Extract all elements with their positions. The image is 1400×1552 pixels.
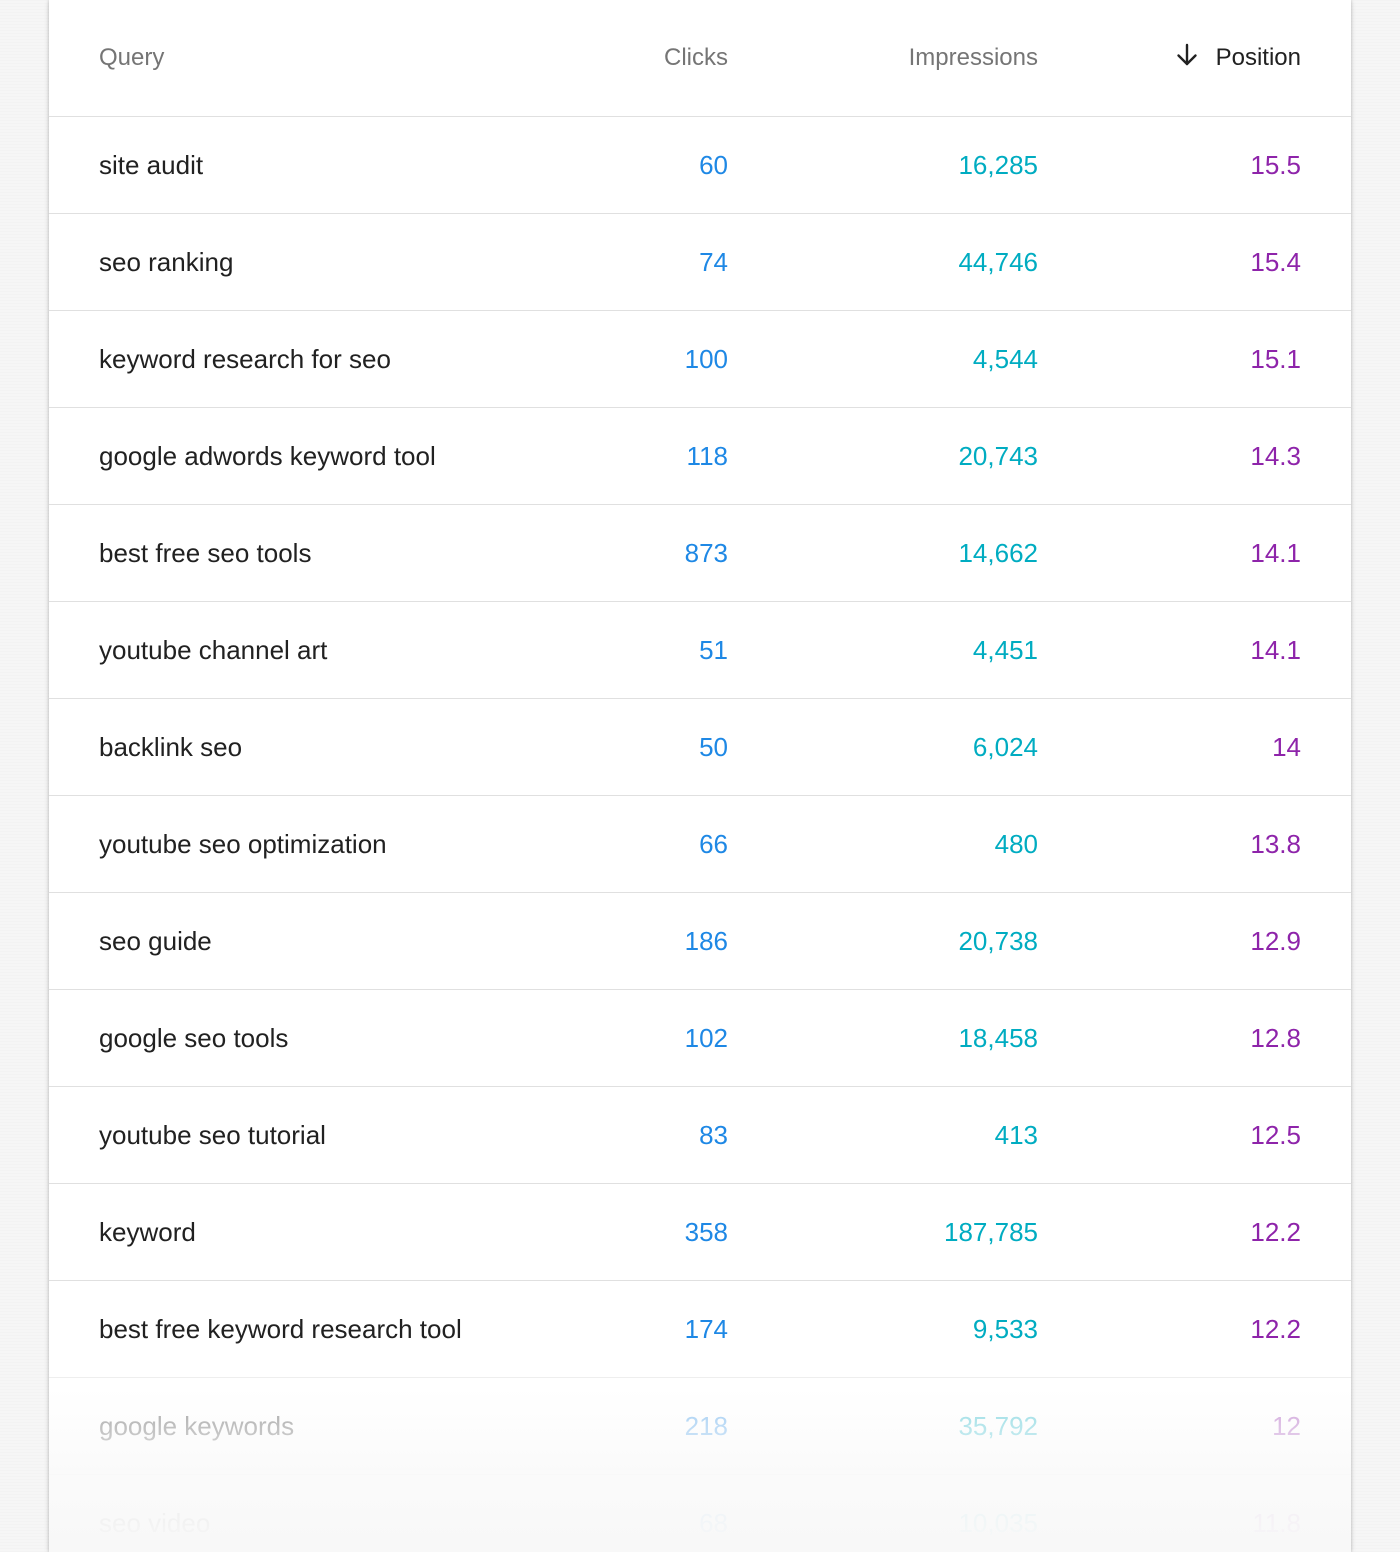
table-row[interactable]: youtube seo optimization 66 480 13.8 — [49, 796, 1351, 893]
position-cell: 14.1 — [1250, 537, 1301, 568]
table-row[interactable]: backlink seo 50 6,024 14 — [49, 699, 1351, 796]
column-header-impressions[interactable]: Impressions — [908, 44, 1038, 71]
query-cell: keyword — [99, 1216, 196, 1247]
clicks-cell: 50 — [699, 731, 728, 762]
position-cell: 14 — [1272, 731, 1301, 762]
query-cell: seo ranking — [99, 246, 234, 277]
impressions-cell: 10,035 — [958, 1507, 1038, 1538]
table-row[interactable]: seo ranking 74 44,746 15.4 — [49, 214, 1351, 311]
clicks-cell: 51 — [699, 634, 728, 665]
query-cell: google adwords keyword tool — [99, 440, 436, 471]
clicks-cell: 873 — [684, 537, 728, 568]
query-cell: site audit — [99, 149, 204, 180]
clicks-cell: 218 — [684, 1410, 728, 1441]
query-cell: google keywords — [99, 1410, 295, 1441]
query-cell: youtube channel art — [99, 634, 328, 665]
position-cell: 12.2 — [1250, 1313, 1301, 1344]
position-cell: 14.3 — [1250, 440, 1301, 471]
impressions-cell: 16,285 — [958, 149, 1038, 180]
table-row[interactable]: site audit 60 16,285 15.5 — [49, 117, 1351, 214]
table-row[interactable]: seo guide 186 20,738 12.9 — [49, 893, 1351, 990]
impressions-cell: 413 — [994, 1119, 1038, 1150]
position-cell: 12 — [1272, 1410, 1301, 1441]
table-row[interactable]: best free seo tools 873 14,662 14.1 — [49, 505, 1351, 602]
position-cell: 15.4 — [1250, 246, 1301, 277]
query-cell: seo video — [99, 1507, 211, 1538]
table-row[interactable]: youtube seo tutorial 83 413 12.5 — [49, 1087, 1351, 1184]
clicks-cell: 83 — [699, 1119, 728, 1150]
query-cell: google seo tools — [99, 1022, 289, 1053]
clicks-cell: 66 — [699, 828, 728, 859]
table-row[interactable]: keyword 358 187,785 12.2 — [49, 1184, 1351, 1281]
impressions-cell: 187,785 — [944, 1216, 1038, 1247]
impressions-cell: 35,792 — [958, 1410, 1038, 1441]
column-header-clicks[interactable]: Clicks — [664, 44, 728, 71]
clicks-cell: 100 — [684, 343, 728, 374]
table-row[interactable]: google seo tools 102 18,458 12.8 — [49, 990, 1351, 1087]
query-cell: keyword research for seo — [99, 343, 391, 374]
table-header: Query Clicks Impressions Position — [49, 0, 1351, 117]
table-row[interactable]: youtube channel art 51 4,451 14.1 — [49, 602, 1351, 699]
column-header-position-label: Position — [1215, 44, 1301, 71]
position-cell: 13.8 — [1250, 828, 1301, 859]
impressions-cell: 9,533 — [972, 1313, 1038, 1344]
position-cell: 15.5 — [1250, 149, 1301, 180]
impressions-cell: 4,451 — [972, 634, 1038, 665]
arrow-down-icon — [1174, 42, 1200, 68]
table-row[interactable]: seo video 68 10,035 11.8 — [49, 1475, 1351, 1552]
column-header-position[interactable]: Position — [1174, 0, 1301, 116]
table-row[interactable]: google keywords 218 35,792 12 — [49, 1378, 1351, 1475]
table-row[interactable]: best free keyword research tool 174 9,533 1… — [49, 1281, 1351, 1378]
query-cell: backlink seo — [99, 731, 243, 762]
column-header-query[interactable]: Query — [99, 44, 165, 71]
queries-table: Query Clicks Impressions Position site a… — [49, 0, 1351, 1552]
query-cell: best free keyword research tool — [99, 1313, 462, 1344]
clicks-cell: 68 — [699, 1507, 728, 1538]
position-cell: 12.2 — [1250, 1216, 1301, 1247]
query-cell: best free seo tools — [99, 537, 312, 568]
clicks-cell: 186 — [684, 925, 728, 956]
impressions-cell: 20,738 — [958, 925, 1038, 956]
table-row[interactable]: keyword research for seo 100 4,544 15.1 — [49, 311, 1351, 408]
impressions-cell: 6,024 — [972, 731, 1038, 762]
impressions-cell: 18,458 — [958, 1022, 1038, 1053]
position-cell: 12.9 — [1250, 925, 1301, 956]
position-cell: 11.8 — [1252, 1507, 1301, 1538]
impressions-cell: 44,746 — [958, 246, 1038, 277]
position-cell: 12.5 — [1250, 1119, 1301, 1150]
clicks-cell: 118 — [686, 440, 728, 471]
position-cell: 14.1 — [1250, 634, 1301, 665]
clicks-cell: 60 — [699, 149, 728, 180]
impressions-cell: 4,544 — [972, 343, 1038, 374]
position-cell: 15.1 — [1250, 343, 1301, 374]
impressions-cell: 14,662 — [958, 537, 1038, 568]
position-cell: 12.8 — [1250, 1022, 1301, 1053]
impressions-cell: 20,743 — [958, 440, 1038, 471]
clicks-cell: 102 — [684, 1022, 728, 1053]
table-row[interactable]: google adwords keyword tool 118 20,743 14.3 — [49, 408, 1351, 505]
clicks-cell: 74 — [699, 246, 728, 277]
query-cell: seo guide — [99, 925, 212, 956]
query-cell: youtube seo optimization — [99, 828, 387, 859]
query-cell: youtube seo tutorial — [99, 1119, 326, 1150]
clicks-cell: 174 — [684, 1313, 728, 1344]
clicks-cell: 358 — [684, 1216, 728, 1247]
impressions-cell: 480 — [994, 828, 1038, 859]
